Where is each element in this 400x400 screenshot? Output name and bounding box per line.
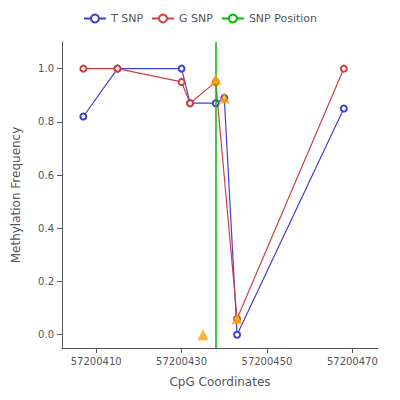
svg-text:1.0: 1.0	[38, 63, 54, 74]
svg-text:Methylation Frequency: Methylation Frequency	[9, 127, 23, 264]
svg-text:0.6: 0.6	[38, 170, 54, 181]
svg-text:57200430: 57200430	[156, 356, 207, 367]
svg-text:0.2: 0.2	[38, 276, 54, 287]
svg-text:57200470: 57200470	[327, 356, 378, 367]
svg-text:57200450: 57200450	[242, 356, 293, 367]
svg-text:57200410: 57200410	[71, 356, 122, 367]
svg-text:SNP Position: SNP Position	[249, 12, 317, 25]
svg-text:CpG Coordinates: CpG Coordinates	[169, 375, 270, 389]
svg-text:0.4: 0.4	[38, 223, 54, 234]
svg-text:G SNP: G SNP	[179, 12, 213, 25]
svg-text:0.0: 0.0	[38, 329, 54, 340]
svg-text:0.8: 0.8	[38, 116, 54, 127]
svg-text:T SNP: T SNP	[110, 12, 143, 25]
